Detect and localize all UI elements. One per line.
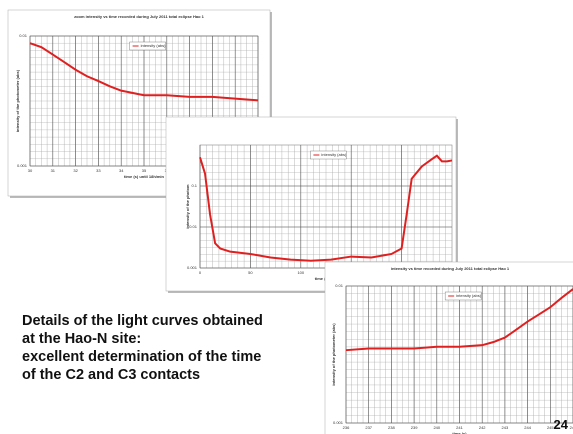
- x-tick-label: 245: [547, 425, 554, 430]
- data-line: [199, 154, 453, 262]
- y-tick-label: 0.1: [191, 183, 197, 188]
- y-tick-label: 0.01: [335, 283, 344, 288]
- legend-label: intensity (abs): [141, 43, 167, 48]
- legend-box: [310, 150, 347, 160]
- y-axis-label: intensity of the photometer (abs): [15, 69, 20, 132]
- charts: 30313233343536373839400.0010.01intensity…: [7, 9, 573, 434]
- y-tick-label: 0.001: [17, 163, 28, 168]
- x-tick-label: 242: [479, 425, 486, 430]
- x-tick-label: 33: [96, 168, 101, 173]
- x-tick-label: 35: [142, 168, 147, 173]
- y-tick-label: 0.001: [333, 420, 344, 425]
- data-line: [345, 288, 573, 352]
- x-tick-label: 31: [51, 168, 56, 173]
- legend-label: intensity (abs): [321, 152, 347, 157]
- x-tick-label: 34: [119, 168, 124, 173]
- x-tick-label: 32: [73, 168, 78, 173]
- x-tick-label: 243: [502, 425, 509, 430]
- chart-title: zoom intensity vs time recorded during J…: [74, 14, 205, 19]
- y-tick-label: 0.001: [187, 265, 198, 270]
- legend-label: intensity (abs): [456, 293, 482, 298]
- x-axis-label: time (s): [452, 431, 467, 434]
- x-tick-label: 30: [28, 168, 33, 173]
- x-tick-label: 240: [433, 425, 440, 430]
- legend-box: [444, 291, 482, 301]
- y-axis-label: intensity of the photometer (abs): [331, 323, 336, 386]
- legend-box: [129, 41, 166, 51]
- x-tick-label: 238: [388, 425, 395, 430]
- x-tick-label: 237: [365, 425, 372, 430]
- x-axis-label: time (s) until 18h/min: [124, 174, 165, 179]
- slide-text: at the Hao-N site:: [22, 331, 141, 347]
- x-tick-label: 244: [524, 425, 531, 430]
- x-tick-label: 241: [456, 425, 463, 430]
- chart-title: intensity vs time recorded during July 2…: [391, 266, 510, 271]
- x-tick-label: 239: [411, 425, 418, 430]
- x-tick-label: 50: [248, 270, 253, 275]
- y-tick-label: 0.01: [189, 224, 198, 229]
- x-tick-label: 0: [199, 270, 202, 275]
- slide-text: excellent determination of the time: [22, 349, 261, 365]
- x-tick-label: 236: [343, 425, 350, 430]
- y-axis-label: intensity of the photom: [185, 184, 190, 229]
- y-tick-label: 0.01: [19, 33, 28, 38]
- x-tick-label: 100: [297, 270, 304, 275]
- chart-panel: 236 237 238 239 240 241 242 243 244 245 246 0.001 0.…: [324, 261, 573, 434]
- page-number: 24: [554, 417, 569, 432]
- x-tick-label: 246: [570, 425, 573, 430]
- slide-text: Details of the light curves obtained: [22, 313, 263, 329]
- slide-text: of the C2 and C3 contacts: [22, 367, 200, 383]
- data-line: [29, 42, 259, 102]
